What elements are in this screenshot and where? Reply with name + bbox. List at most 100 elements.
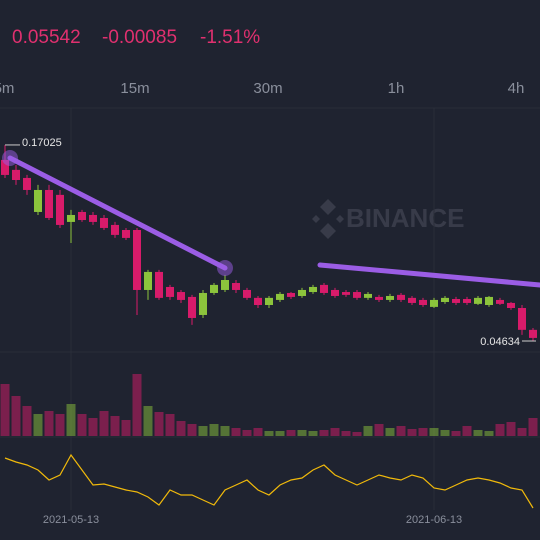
volume-bar — [484, 431, 494, 436]
volume-bar — [99, 411, 109, 436]
candle-body — [529, 329, 537, 338]
volume-bar — [374, 424, 384, 436]
volume-bar — [198, 426, 208, 436]
candle-body — [56, 194, 64, 225]
volume-bar — [44, 411, 54, 436]
interval-button[interactable]: 30m — [253, 80, 282, 97]
volume-bar — [55, 414, 65, 436]
candle-body — [155, 271, 163, 298]
candle-body — [45, 189, 53, 218]
candle-body — [210, 284, 218, 293]
volume-bar — [286, 430, 296, 436]
low-label: 0.04634 — [480, 336, 520, 348]
candle-body — [243, 289, 251, 298]
candle-body — [23, 177, 31, 190]
volume-bar — [363, 426, 373, 436]
candle-body — [518, 308, 526, 330]
volume-bar — [462, 426, 472, 436]
candle-body — [397, 294, 405, 300]
candle-body — [419, 299, 427, 305]
candle-body — [199, 292, 207, 315]
interval-button[interactable]: 4h — [508, 80, 525, 97]
volume-bar — [176, 421, 186, 436]
volume-bar — [0, 384, 10, 436]
interval-button[interactable]: 15m — [120, 80, 149, 97]
interval-button[interactable]: 1h — [388, 80, 405, 97]
volume-bar — [77, 414, 87, 436]
candle-body — [386, 295, 394, 300]
volume-bar — [297, 430, 307, 436]
volume-bar — [165, 414, 175, 436]
candle-body — [254, 297, 262, 305]
volume-bar — [88, 418, 98, 436]
indicator-line — [4, 453, 534, 509]
change: -0.00085 — [102, 27, 177, 48]
volume-bar — [253, 428, 263, 436]
watermark: BINANCE — [312, 199, 464, 239]
candle-body — [122, 230, 130, 238]
candle-body — [67, 214, 75, 222]
trend-lines — [2, 150, 540, 288]
volume-bar — [528, 418, 538, 436]
volume-bar — [22, 406, 32, 436]
volume-bar — [319, 430, 329, 436]
trend-line[interactable] — [317, 262, 540, 288]
candle-body — [221, 280, 229, 290]
candle-body — [485, 296, 493, 305]
candle-body — [1, 159, 9, 175]
candle-body — [78, 211, 86, 221]
volume-bar — [231, 428, 241, 436]
volume-bar — [187, 424, 197, 436]
trend-handle[interactable] — [217, 260, 233, 276]
candle-body — [188, 296, 196, 318]
volume-bar — [352, 432, 362, 436]
candle-body — [463, 298, 471, 303]
volume-bar — [440, 430, 450, 436]
volume-bar — [132, 374, 142, 436]
volume-bar — [308, 431, 318, 436]
interval-button[interactable]: 5m — [0, 80, 14, 97]
volume-bar — [429, 428, 439, 436]
volume-bar — [396, 426, 406, 436]
high-label: 0.17025 — [22, 137, 62, 149]
volume-bar — [330, 428, 340, 436]
candle-body — [452, 298, 460, 303]
volume-bar — [11, 396, 21, 436]
candle-body — [507, 302, 515, 309]
candle-body — [496, 299, 504, 304]
trend-handle[interactable] — [2, 150, 18, 166]
trend-line[interactable] — [7, 155, 228, 271]
volume-bar — [264, 431, 274, 436]
candle-body — [232, 283, 240, 290]
candle-body — [265, 297, 273, 305]
volume-bar — [385, 428, 395, 436]
candle-body — [177, 292, 185, 300]
volume-bar — [495, 424, 505, 436]
candle-body — [408, 297, 416, 303]
volume-bar — [121, 420, 131, 436]
volume-bar — [143, 406, 153, 436]
candle-body — [111, 224, 119, 235]
candle-body — [12, 169, 20, 180]
change-percent: -1.51% — [200, 27, 260, 48]
candle-body — [133, 230, 141, 290]
candle-body — [474, 297, 482, 304]
volume-bar — [154, 412, 164, 436]
watermark-logo — [312, 199, 344, 239]
volume-bar — [110, 416, 120, 436]
candle-body — [298, 289, 306, 296]
volume-bar — [451, 431, 461, 436]
candle-body — [34, 189, 42, 212]
candle-body — [375, 296, 383, 300]
candle-body — [89, 214, 97, 222]
candle-body — [430, 299, 438, 307]
volume-bar — [506, 422, 516, 436]
volume-bar — [33, 414, 43, 436]
candle-body — [342, 292, 350, 295]
x-tick-label: 2021-05-13 — [43, 514, 99, 526]
candle-body — [287, 292, 295, 297]
volume-bar — [275, 431, 285, 436]
volume-bar — [407, 429, 417, 436]
